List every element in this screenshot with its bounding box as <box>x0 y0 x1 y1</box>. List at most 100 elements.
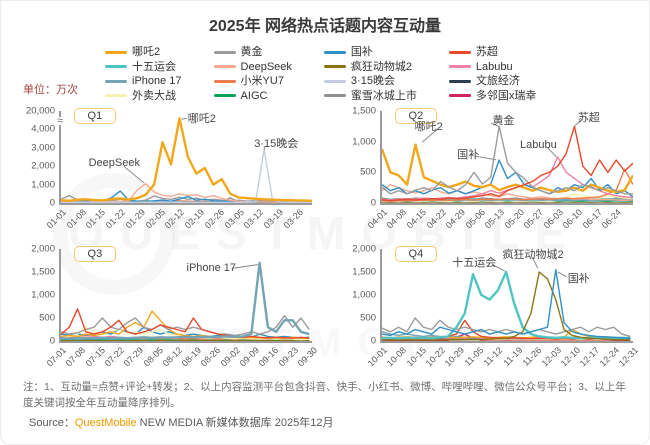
legend-item-mixue: 蜜雪冰城上市 <box>323 89 417 104</box>
annotation-label: 疯狂动物城2 <box>502 248 564 261</box>
legend-label: AIGC <box>240 89 268 102</box>
legend-label: Labubu <box>475 60 513 73</box>
series-line-nezha2 <box>61 311 309 338</box>
legend-swatch-icon <box>213 79 236 83</box>
legend-swatch-icon <box>105 94 127 98</box>
series-line-gold <box>61 316 309 336</box>
y-axis-label: 1,500 <box>352 105 376 117</box>
annotation-label: 国补 <box>567 273 590 286</box>
annotation-leader-line <box>575 119 583 125</box>
quarter-badge-q3: Q3 <box>73 246 117 262</box>
chart-q1: Q1 20,000 4,000 3,000 2,000 1,000 0 ≈01-01 01-08… <box>3 102 324 240</box>
legend-item-fifteen: 十五运会 <box>105 60 182 75</box>
legend-label: DeepSeek <box>240 60 292 73</box>
plot-area-q1: Q1 20,000 4,000 3,000 2,000 1,000 0 ≈01-01 01-08… <box>26 106 312 230</box>
source-line: Source：QuestMobile NEW MEDIA 新媒体数据库 2025… <box>29 414 333 430</box>
legend-label: 外卖大战 <box>132 89 176 102</box>
y-axis-label: 1,000 <box>352 136 376 148</box>
legend-item-xiaomi: 小米YU7 <box>213 74 292 89</box>
series-line-deepseek <box>382 185 633 201</box>
y-axis-label: 0 <box>49 197 55 209</box>
line-chart-canvas-q2 <box>382 111 633 203</box>
series-line-gold <box>382 318 630 336</box>
footnote: 注：1、互动量=点赞+评论+转发；2、以上内容监测平台包含抖音、快手、小红书、微… <box>23 381 626 409</box>
legend-item-iphone17: iPhone 17 <box>105 74 182 89</box>
annotation-label: 国补 <box>457 149 480 162</box>
annotation-label: 十五运会 <box>452 256 497 269</box>
series-line-crazy <box>382 272 630 340</box>
y-axis-label: 0 <box>370 335 376 347</box>
annotation-leader-line <box>232 265 258 269</box>
legend-swatch-icon <box>448 65 471 69</box>
line-chart-canvas-q1 <box>61 111 312 203</box>
legend-swatch-icon <box>105 50 127 54</box>
series-line-iphone17 <box>61 263 309 339</box>
y-axis-label: 500 <box>360 312 376 324</box>
series-line-suchao <box>382 126 633 200</box>
legend-swatch-icon <box>213 65 236 69</box>
plot-area-q2: Q2 1,500 1,000 500 0 04-01 04-08 04-15 04-22 04-2… <box>352 106 633 230</box>
annotation-label: 3·15晚会 <box>254 138 299 151</box>
y-axis-label: 500 <box>360 166 376 178</box>
y-axis-label: 0 <box>370 197 376 209</box>
annotation-leader-line <box>422 129 437 142</box>
series-line-nezha2 <box>382 145 633 192</box>
legend-label: 疯狂动物城2 <box>350 60 413 73</box>
annotation-label: DeepSeek <box>88 156 140 169</box>
series-line-gold <box>382 126 633 193</box>
y-axis-label: 0 <box>49 335 55 347</box>
legend-swatch-icon <box>323 50 346 54</box>
annotation-leader-line <box>533 257 538 268</box>
annotation-label: Labubu <box>520 139 557 152</box>
legend-swatch-icon <box>323 94 346 98</box>
legend-item-duolingo: 多邻国x瑞幸 <box>448 89 537 104</box>
annotation-label: iPhone 17 <box>186 262 237 275</box>
annotation-leader-line <box>492 265 505 271</box>
annotation-leader-line <box>491 123 499 126</box>
legend-swatch-icon <box>448 79 471 83</box>
legend-label: 苏超 <box>475 46 498 58</box>
y-axis-label: 1,500 <box>352 266 376 278</box>
y-axis-label: 20,000 <box>25 105 55 117</box>
quarter-badge-q2: Q2 <box>394 108 438 124</box>
annotation-leader-line <box>548 148 557 157</box>
annotation-leader-line <box>475 156 496 160</box>
y-axis-label: 2,000 <box>352 243 376 255</box>
line-chart-canvas-q3 <box>61 249 312 341</box>
chart-q2: Q2 1,500 1,000 500 0 04-01 04-08 04-15 04-22 04-2… <box>324 102 645 240</box>
legend-swatch-icon <box>323 65 346 69</box>
source-brand: QuestMobile <box>74 417 137 429</box>
legend-swatch-icon <box>105 79 127 83</box>
legend-item-gala315: 3·15晚会 <box>323 74 417 89</box>
series-line-suchao <box>61 309 309 338</box>
source-rest: NEW MEDIA 新媒体数据库 2025年12月 <box>136 417 334 429</box>
legend-label: iPhone 17 <box>132 75 182 87</box>
source-prefix: Source： <box>29 417 75 429</box>
legend-label: 文旅经济 <box>475 75 520 87</box>
y-axis-label: 500 <box>39 312 55 324</box>
legend-swatch-icon <box>323 79 346 83</box>
annotation-label: 苏超 <box>577 111 600 124</box>
page-title: 2025年 网络热点话题内容互动量 <box>208 18 442 35</box>
y-axis-label: 1,500 <box>31 266 55 278</box>
y-axis-label: 3,000 <box>31 142 55 154</box>
legend-label: 多邻国x瑞幸 <box>475 89 537 102</box>
series-line-nezha2 <box>61 118 312 200</box>
axis-break-icon: ≈ <box>56 114 64 127</box>
legend-label: 十五运会 <box>132 60 176 73</box>
line-chart-canvas-q4 <box>382 249 633 341</box>
legend-item-wenlv: 文旅经济 <box>448 74 537 89</box>
legend-item-waimai: 外卖大战 <box>105 89 182 104</box>
legend-swatch-icon <box>213 50 236 54</box>
annotation-label: 哪吒2 <box>414 120 443 133</box>
legend-item-labubu: Labubu <box>448 60 537 75</box>
quarter-badge-q1: Q1 <box>73 108 117 124</box>
annotation-label: 哪吒2 <box>187 113 216 126</box>
legend-item-gold: 黄金 <box>213 45 292 60</box>
legend: 哪吒2 十五运会 iPhone 17 外卖大战 黄金 DeepSeek 小米YU7 AIGC 国… <box>105 45 536 103</box>
legend-item-deepseek: DeepSeek <box>213 60 292 75</box>
legend-label: 黄金 <box>240 46 263 58</box>
series-line-guobu <box>382 160 633 197</box>
legend-swatch-icon <box>213 94 236 98</box>
